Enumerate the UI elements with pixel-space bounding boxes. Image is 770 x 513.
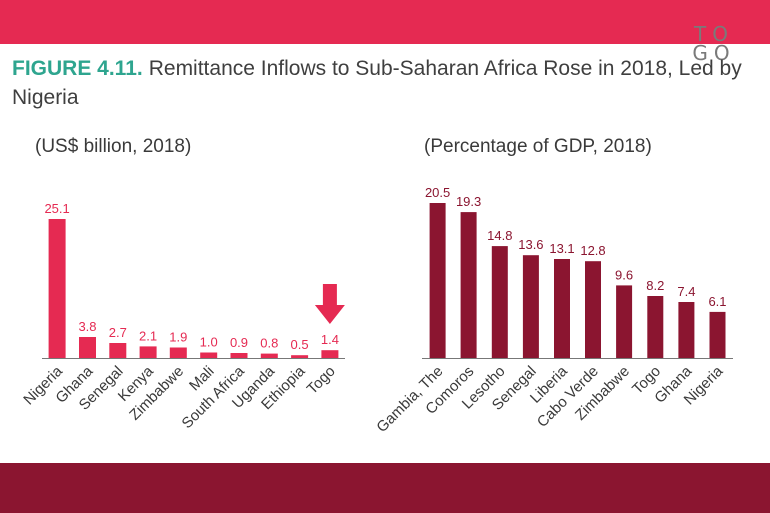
left-bar-ethiopia [291,355,309,358]
left-bar-south-africa [230,353,248,358]
bottom-banner [0,463,770,513]
left-bar-mali [200,352,218,358]
figure-title-text: Remittance Inflows to Sub-Saharan Africa… [12,57,742,109]
right-bar-gambia-the [429,203,446,358]
left-chart-title: (US$ billion, 2018) [35,136,192,157]
right-value-label-senegal: 13.6 [518,237,543,252]
left-bar-togo [321,350,339,358]
logo-text-top: TO [694,22,734,46]
right-bar-senegal [522,255,539,358]
top-banner [0,0,770,44]
left-value-label-south-africa: 0.9 [230,335,248,350]
right-bar-nigeria [709,311,726,358]
left-value-label-ghana: 3.8 [78,319,96,334]
right-bar-zimbabwe [616,285,633,358]
togo-logo: TO GO [690,22,738,68]
right-bar-ghana [678,302,695,358]
right-bar-togo [647,296,664,358]
left-bar-kenya [139,346,157,358]
figure-title: FIGURE 4.11. Remittance Inflows to Sub-Sa… [12,54,764,112]
left-value-label-togo: 1.4 [321,332,339,347]
left-bar-ghana [79,337,96,358]
figure-number: FIGURE 4.11. [12,57,143,80]
logo-text-bottom: GO [692,41,736,65]
left-value-label-nigeria: 25.1 [44,201,69,216]
left-value-label-mali: 1.0 [200,335,218,350]
left-bar-zimbabwe [169,347,187,358]
right-value-label-ghana: 7.4 [677,284,695,299]
left-value-label-uganda: 0.8 [260,336,278,351]
right-value-label-gambia-the: 20.5 [425,185,450,200]
left-category-label-togo: Togo [304,363,339,398]
left-value-label-ethiopia: 0.5 [291,337,309,352]
right-bar-liberia [554,259,570,358]
right-value-label-nigeria: 6.1 [708,294,726,309]
right-bar-comoros [460,212,477,358]
right-value-label-cabo-verde: 12.8 [580,243,605,258]
right-value-label-comoros: 19.3 [456,194,481,209]
left-bar-senegal [109,343,127,358]
right-value-label-liberia: 13.1 [549,241,574,256]
right-chart-title: (Percentage of GDP, 2018) [424,136,652,157]
right-value-label-lesotho: 14.8 [487,228,512,243]
right-value-label-togo: 8.2 [646,278,664,293]
left-value-label-zimbabwe: 1.9 [169,330,187,345]
left-bar-uganda [260,353,278,358]
right-bar-lesotho [491,246,508,358]
left-value-label-senegal: 2.7 [109,325,127,340]
right-bar-cabo-verde [585,261,601,358]
right-value-label-zimbabwe: 9.6 [615,267,633,282]
down-arrow-icon [314,284,345,324]
left-bar-nigeria [48,219,66,358]
left-value-label-kenya: 2.1 [139,328,157,343]
